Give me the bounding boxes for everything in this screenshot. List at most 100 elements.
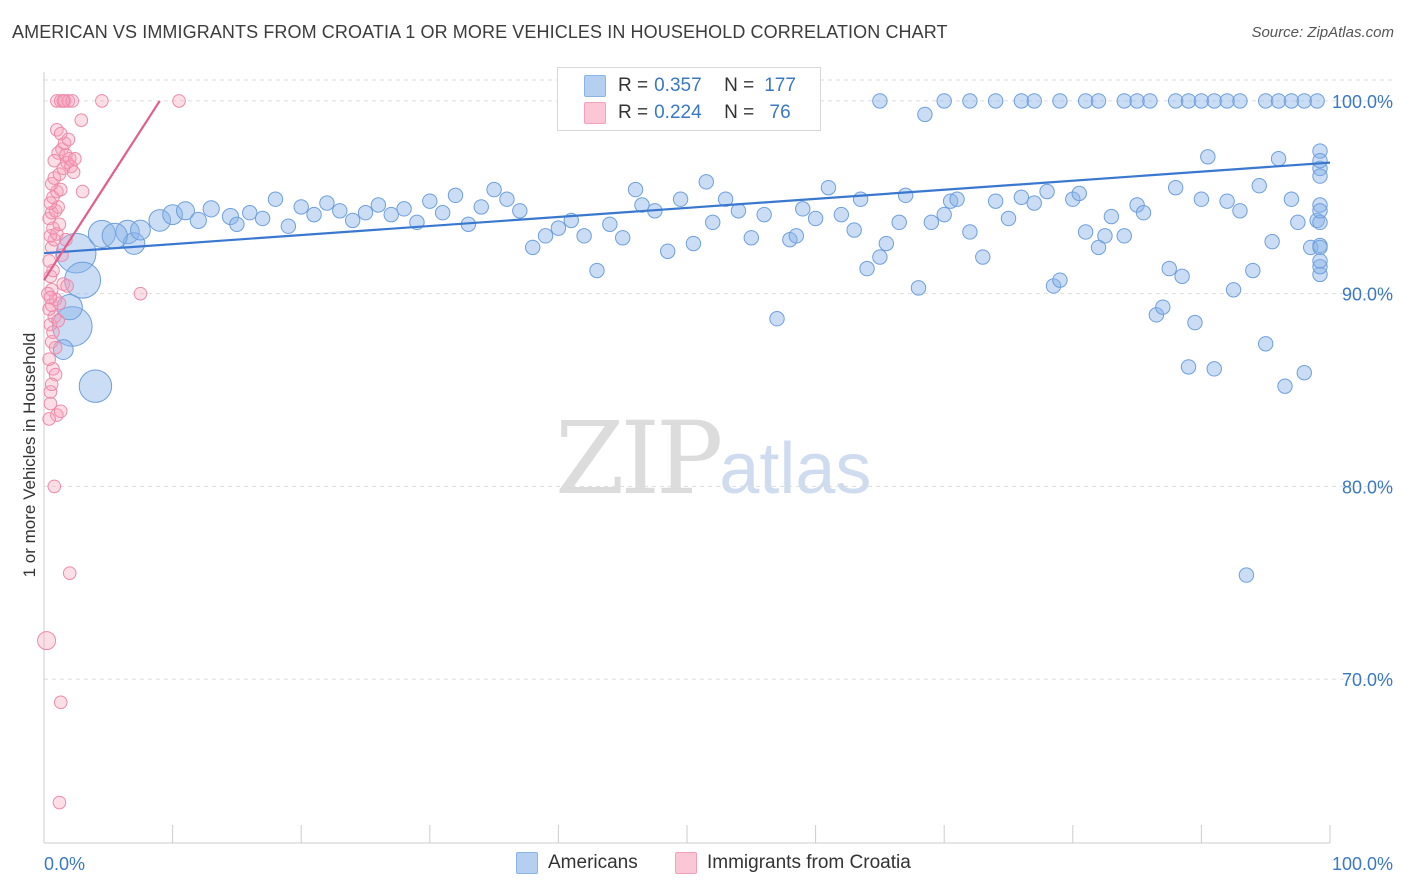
- american-point: [1167, 93, 1184, 109]
- croatia-point: [46, 325, 60, 340]
- american-point: [949, 191, 965, 207]
- american-point: [698, 174, 714, 190]
- american-point: [115, 219, 140, 245]
- legend-item-croatia[interactable]: Immigrants from Croatia: [675, 852, 911, 874]
- american-point: [1283, 191, 1300, 207]
- croatia-trend-line: [43, 100, 161, 281]
- americans-legend-swatch: [516, 852, 538, 874]
- american-point: [130, 219, 151, 241]
- american-point: [987, 93, 1004, 109]
- croatia-point: [43, 290, 58, 305]
- legend-row-croatia: R = 0.224 N = 76: [584, 100, 791, 126]
- american-point: [788, 228, 805, 244]
- american-point: [807, 210, 824, 227]
- croatia-point: [44, 377, 59, 392]
- croatia-swatch: [584, 102, 606, 124]
- american-point: [221, 207, 240, 226]
- american-point: [660, 243, 676, 259]
- american-point: [1296, 364, 1312, 381]
- croatia-r-label: R =: [618, 102, 649, 123]
- american-point: [627, 181, 644, 198]
- american-point: [1206, 93, 1222, 109]
- american-point: [1026, 195, 1042, 211]
- croatia-point: [42, 352, 56, 366]
- american-point: [162, 204, 184, 226]
- american-point: [1026, 93, 1042, 109]
- croatia-point: [43, 317, 58, 332]
- croatia-point: [42, 412, 56, 426]
- croatia-point: [56, 94, 71, 108]
- american-point: [370, 197, 387, 213]
- american-point: [1264, 233, 1280, 250]
- y-tick-label: 70.0%: [1342, 670, 1393, 690]
- american-point: [1090, 93, 1107, 109]
- american-point: [615, 230, 631, 246]
- american-point: [1312, 253, 1328, 269]
- american-point: [537, 228, 554, 244]
- american-point: [1039, 183, 1055, 200]
- american-point: [730, 203, 747, 219]
- american-point: [859, 260, 875, 277]
- american-point: [1312, 258, 1328, 275]
- american-point: [512, 203, 528, 219]
- american-point: [447, 187, 464, 204]
- tick-labels: 70.0% 80.0% 90.0% 100.0% 0.0% 100.0%: [44, 92, 1393, 874]
- croatia-point: [53, 695, 68, 710]
- american-point: [878, 235, 895, 252]
- american-point: [769, 311, 785, 327]
- croatia-point: [50, 408, 64, 422]
- americans-n-label: N =: [724, 75, 755, 96]
- croatia-point: [47, 479, 62, 494]
- legend-row-americans: R = 0.357 N = 177: [584, 73, 796, 99]
- series-legend: Americans Immigrants from Croatia: [0, 852, 1406, 878]
- croatia-r-value: 0.224: [654, 102, 702, 123]
- american-point: [1129, 197, 1145, 213]
- american-point: [1052, 272, 1068, 288]
- legend-item-americans[interactable]: Americans: [516, 852, 638, 874]
- american-point: [1174, 268, 1190, 285]
- american-point: [189, 211, 207, 230]
- american-point: [422, 193, 438, 209]
- axes: [43, 72, 1331, 844]
- american-point: [1077, 93, 1094, 109]
- american-point: [852, 191, 869, 207]
- american-point: [56, 294, 83, 321]
- american-point: [1180, 359, 1197, 375]
- american-point: [1312, 160, 1328, 177]
- american-point: [1155, 299, 1171, 315]
- american-point: [1187, 314, 1203, 331]
- american-point: [975, 249, 991, 265]
- american-point: [1045, 278, 1062, 294]
- american-point: [795, 201, 811, 217]
- croatia-point: [52, 795, 67, 810]
- american-point: [1142, 93, 1158, 109]
- american-point: [1013, 93, 1030, 109]
- american-point: [987, 193, 1004, 209]
- american-point: [254, 210, 271, 227]
- american-point: [1135, 205, 1152, 221]
- american-point: [78, 369, 113, 403]
- american-point: [1052, 93, 1068, 109]
- y-tick-label: 100.0%: [1332, 92, 1393, 112]
- american-point: [846, 222, 862, 238]
- croatia-point: [41, 286, 55, 301]
- american-point: [229, 216, 245, 232]
- croatia-point: [42, 302, 56, 316]
- watermark: ZIPatlas: [555, 400, 871, 517]
- croatia-point: [60, 279, 74, 293]
- american-point: [917, 106, 933, 123]
- american-point: [756, 206, 772, 223]
- american-point: [1219, 193, 1235, 209]
- data-points: [37, 93, 1328, 810]
- american-point: [634, 197, 650, 213]
- croatia-point: [61, 94, 76, 108]
- american-point: [1283, 93, 1300, 109]
- american-point: [923, 214, 940, 231]
- americans-legend-label: Americans: [548, 852, 638, 873]
- american-point: [1277, 378, 1293, 394]
- american-point: [1258, 93, 1274, 109]
- american-point: [332, 203, 348, 219]
- croatia-point: [48, 340, 63, 355]
- american-point: [1296, 93, 1312, 109]
- chart-title: AMERICAN VS IMMIGRANTS FROM CROATIA 1 OR…: [12, 22, 948, 42]
